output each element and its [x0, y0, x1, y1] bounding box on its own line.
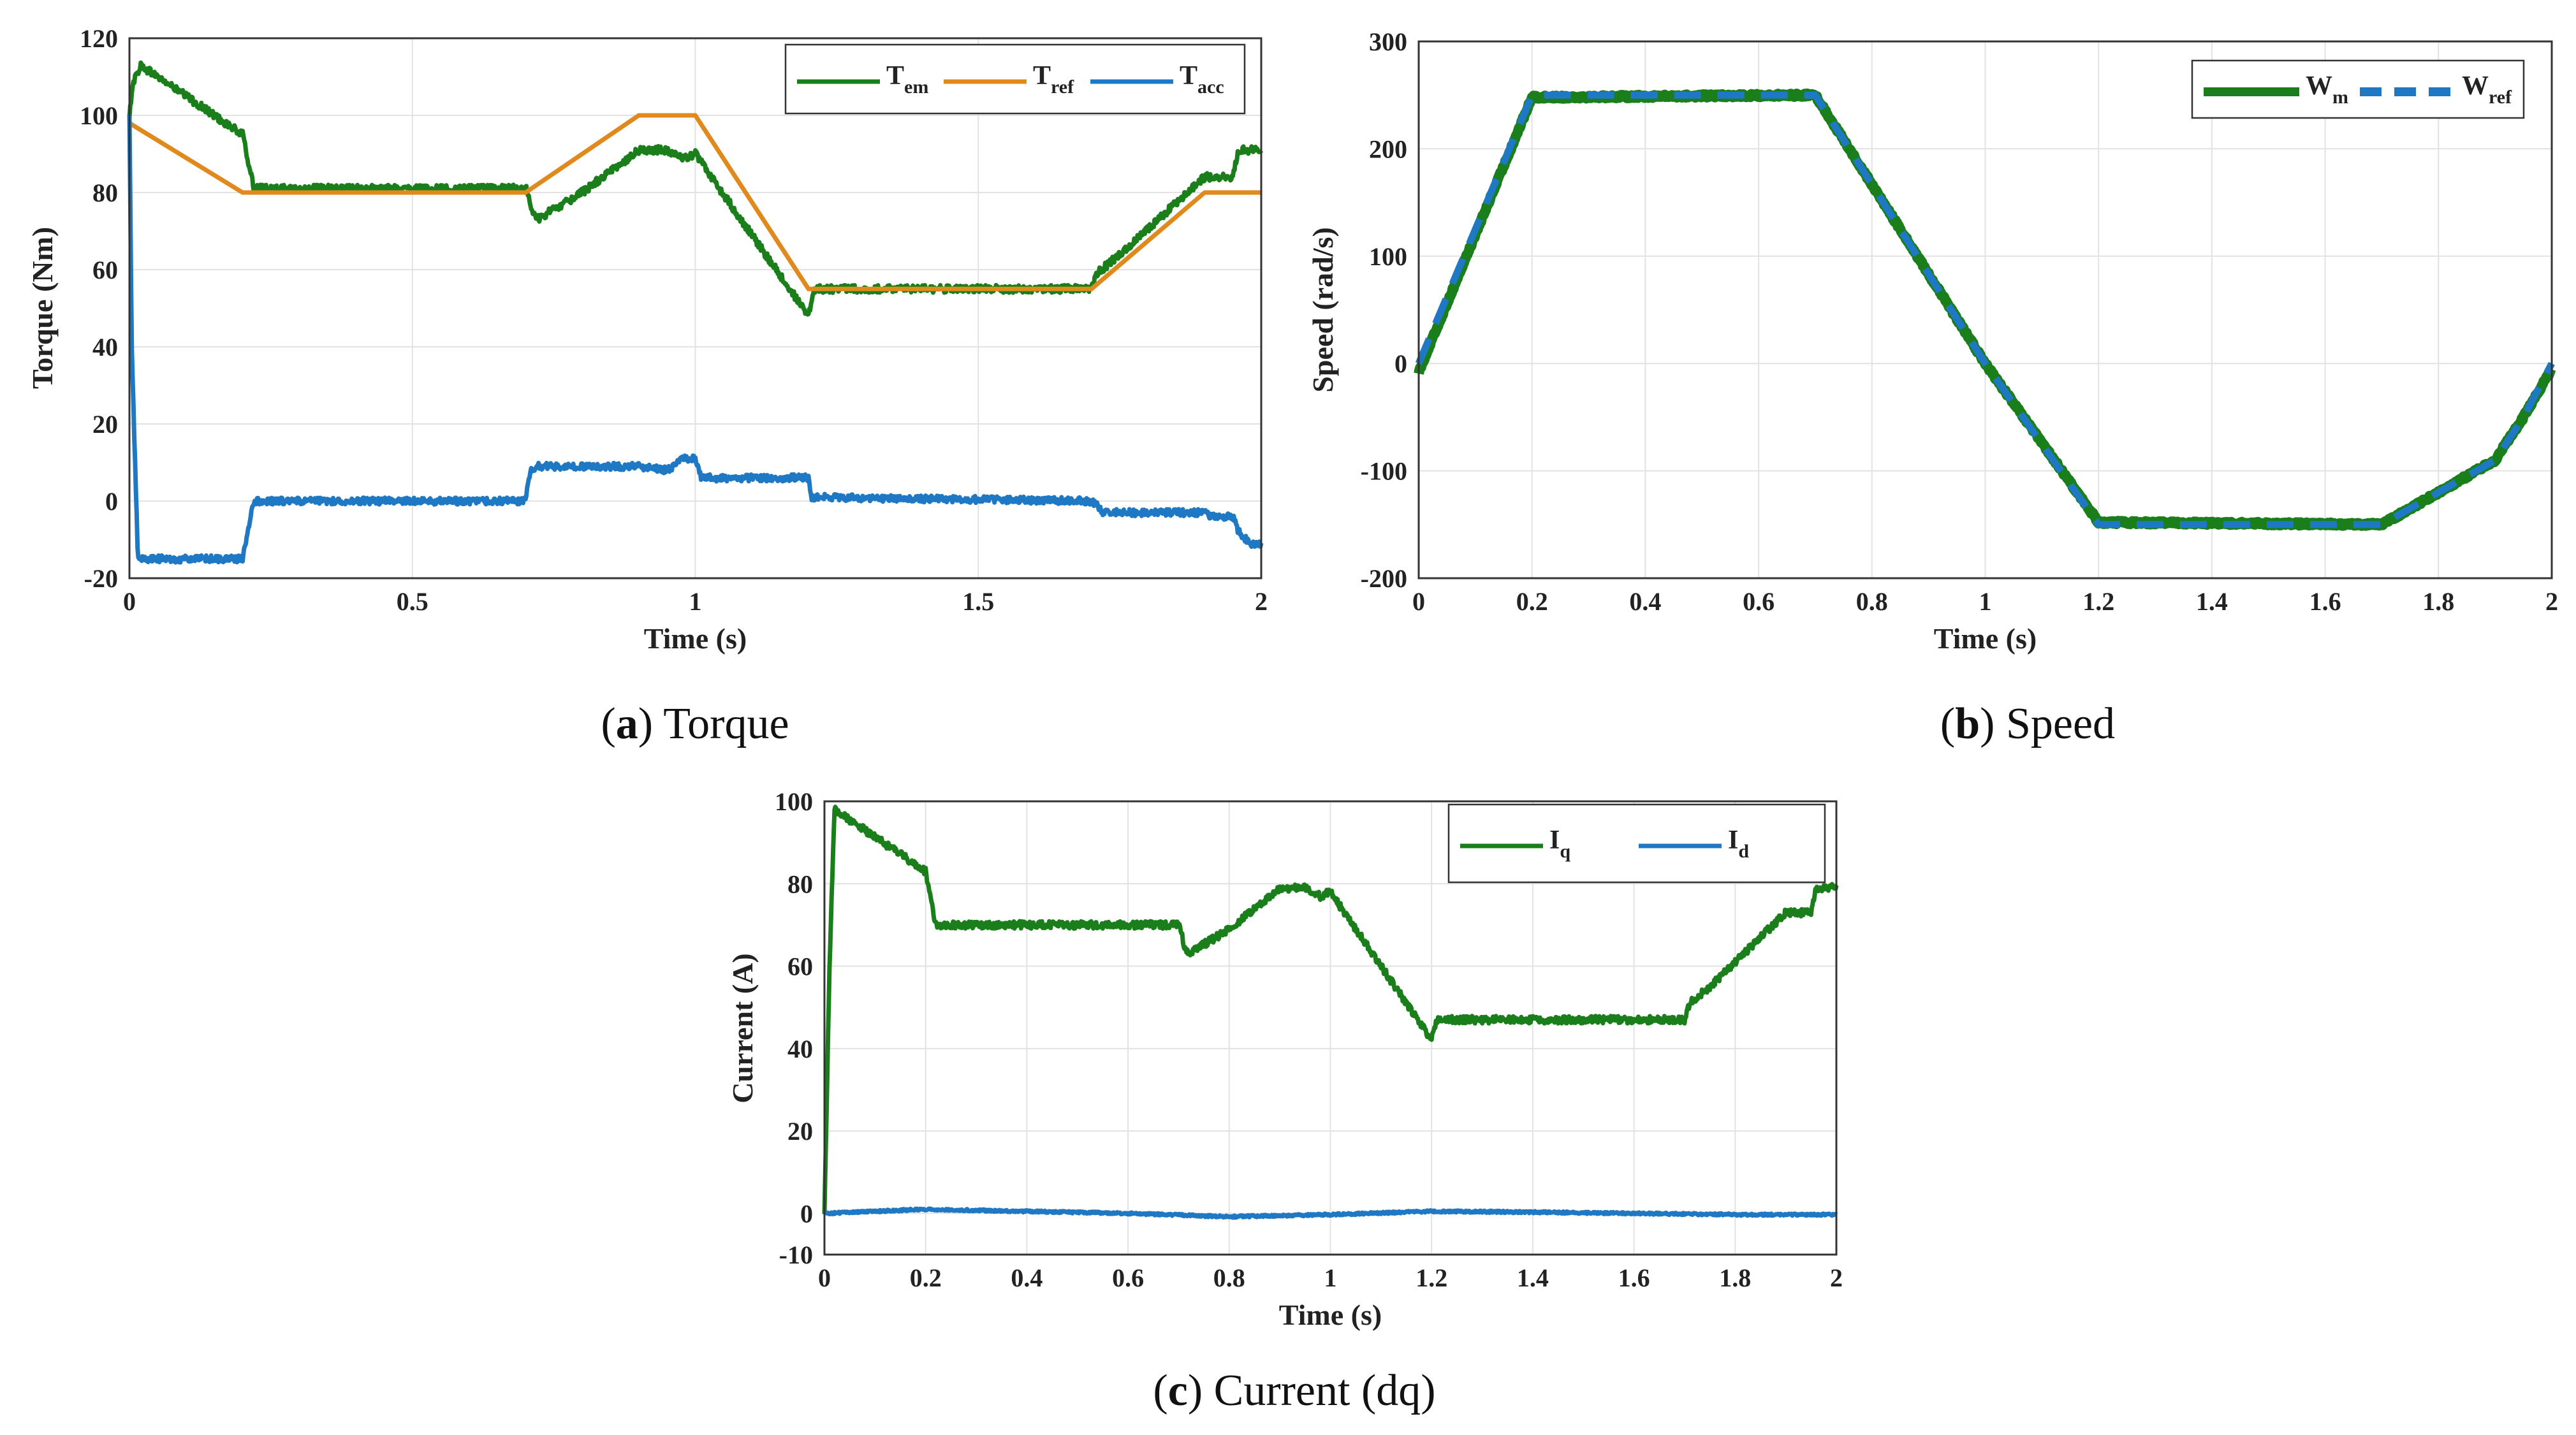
plot-frame — [1417, 40, 2553, 579]
x-tick-label: 1.4 — [2196, 587, 2228, 616]
x-axis-label: Time (s) — [1279, 1299, 1382, 1331]
y-tick-label: 20 — [92, 410, 118, 439]
y-tick-label: 200 — [1369, 135, 1407, 163]
x-tick-label: 1.6 — [1618, 1264, 1650, 1292]
legend-label: Wref — [2462, 71, 2512, 108]
x-tick-label: 1.2 — [2082, 587, 2114, 616]
y-tick-label: 80 — [787, 870, 813, 898]
x-tick-label: 1.8 — [1719, 1264, 1751, 1292]
y-tick-label: -20 — [84, 564, 118, 593]
series-line-i-d — [823, 1206, 1838, 1220]
y-tick-label: 60 — [92, 256, 118, 284]
chart-c: 0 0.2 0.4 0.6 0.8 1 1.2 1.4 1.6 1.8 2-100204060801… — [726, 787, 1843, 1415]
x-tick-label: 1.2 — [1416, 1264, 1447, 1292]
x-tick-label: 0.6 — [1743, 587, 1775, 616]
x-tick-label: 0.4 — [1629, 587, 1661, 616]
x-tick-label: 0.5 — [397, 587, 428, 616]
y-tick-label: 60 — [787, 952, 813, 981]
y-tick-label: 300 — [1369, 27, 1407, 56]
x-tick-label: 2 — [1830, 1264, 1843, 1292]
x-tick-label: 0.2 — [1516, 587, 1548, 616]
x-tick-label: 0.6 — [1112, 1264, 1144, 1292]
y-axis-label: Torque (Nm) — [26, 227, 59, 389]
x-tick-label: 2 — [2545, 587, 2558, 616]
y-tick-label: 80 — [92, 178, 118, 207]
x-tick-label: 0.8 — [1856, 587, 1888, 616]
y-tick-label: -10 — [779, 1241, 813, 1269]
legend: Wm Wref — [2191, 59, 2525, 119]
x-tick-label: 1 — [1979, 587, 1992, 616]
y-axis-label: Current (A) — [726, 953, 759, 1103]
x-tick-label: 1 — [689, 587, 702, 616]
x-tick-label: 0.4 — [1011, 1264, 1043, 1292]
series-line-t-ref — [128, 113, 1261, 291]
plot-frame — [128, 37, 1262, 579]
legend: Tem Tref Tacc — [784, 43, 1246, 115]
y-tick-label: 100 — [1369, 242, 1407, 271]
x-tick-label: 2 — [1255, 587, 1268, 616]
x-tick-label: 0.8 — [1213, 1264, 1245, 1292]
y-tick-label: 40 — [92, 333, 118, 361]
chart-b: 0 0.2 0.4 0.6 0.8 1 1.2 1.4 1.6 1.8 2 -200 -100 0 100 2… — [1306, 27, 2558, 748]
panel-caption: (c) Current (dq) — [1153, 1366, 1435, 1415]
x-tick-label: 0.2 — [910, 1264, 942, 1292]
x-tick-label: 0 — [1412, 587, 1425, 616]
legend-label: Tref — [1033, 61, 1074, 98]
series-line-t-acc — [127, 114, 1264, 565]
x-tick-label: 1.4 — [1517, 1264, 1549, 1292]
legend-label: Wm — [2306, 71, 2348, 108]
x-tick-label: 1.6 — [2309, 587, 2341, 616]
series-line-i-q — [822, 805, 1839, 1214]
y-tick-label: 0 — [1394, 349, 1407, 378]
y-tick-label: 120 — [80, 24, 118, 53]
x-tick-label: 1.5 — [962, 587, 994, 616]
x-tick-label: 0 — [123, 587, 136, 616]
x-tick-label: 1 — [1324, 1264, 1337, 1292]
plot-frame — [823, 800, 1838, 1256]
x-tick-label: 1.8 — [2422, 587, 2454, 616]
y-tick-label: 20 — [787, 1117, 813, 1146]
y-tick-label: 100 — [80, 101, 118, 130]
x-tick-label: 0 — [818, 1264, 831, 1292]
y-axis-label: Speed (rad/s) — [1306, 227, 1339, 392]
y-tick-label: 0 — [800, 1199, 813, 1228]
legend-label: Tem — [886, 61, 928, 98]
y-tick-label: 40 — [787, 1035, 813, 1063]
y-tick-label: 100 — [775, 787, 813, 816]
panel-caption: (a) Torque — [601, 699, 789, 748]
y-tick-label: -100 — [1361, 457, 1407, 486]
legend: Iq Id — [1447, 803, 1826, 884]
y-tick-label: 0 — [105, 487, 118, 516]
legend-box — [784, 43, 1246, 115]
legend-label: Iq — [1549, 826, 1570, 862]
y-tick-label: -200 — [1361, 564, 1407, 593]
legend-box — [1447, 803, 1826, 884]
series-line-w-ref — [1415, 91, 2555, 528]
panel-caption: (b) Speed — [1940, 699, 2115, 748]
legend-label: Tacc — [1180, 61, 1224, 98]
x-axis-label: Time (s) — [1934, 622, 2037, 655]
legend-label: Id — [1728, 826, 1749, 862]
x-axis-label: Time (s) — [644, 622, 747, 655]
